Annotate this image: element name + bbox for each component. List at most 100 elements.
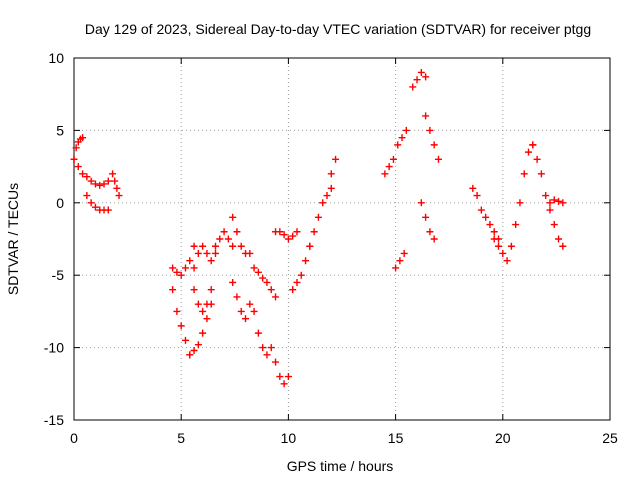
data-point — [216, 235, 224, 243]
data-point — [229, 213, 237, 221]
series-track-j — [212, 228, 237, 250]
data-point — [400, 249, 408, 257]
data-point — [381, 170, 389, 178]
data-point — [212, 242, 220, 250]
data-point — [417, 68, 425, 76]
data-point — [319, 199, 327, 207]
ticks — [73, 57, 611, 421]
series-track-z — [490, 141, 537, 265]
data-point — [267, 286, 275, 294]
data-point — [194, 300, 202, 308]
data-point — [394, 141, 402, 149]
series-track-aa — [529, 141, 567, 250]
data-point — [289, 286, 297, 294]
data-point — [199, 307, 207, 315]
data-point — [276, 373, 284, 381]
data-point — [332, 155, 340, 163]
data-points — [70, 68, 567, 388]
data-point — [385, 163, 393, 171]
series-track-g — [186, 300, 215, 359]
y-axis-label: SDTVAR / TECUs — [5, 183, 21, 295]
data-point — [96, 181, 104, 189]
data-point — [512, 221, 520, 229]
data-point — [104, 177, 112, 185]
data-point — [100, 180, 108, 188]
x-tick-label: 0 — [70, 430, 78, 446]
data-point — [233, 293, 241, 301]
data-point — [280, 380, 288, 388]
data-point — [181, 264, 189, 272]
series-track-ab — [546, 196, 567, 207]
series-track-a — [70, 134, 87, 163]
data-point — [482, 213, 490, 221]
data-point — [280, 231, 288, 239]
series-track-n — [250, 264, 280, 301]
data-point — [284, 373, 292, 381]
data-point — [422, 112, 430, 120]
data-point — [263, 351, 271, 359]
data-point — [194, 341, 202, 349]
data-point — [194, 249, 202, 257]
series-track-p — [272, 228, 301, 243]
series-track-i — [190, 242, 220, 272]
data-point — [74, 163, 82, 171]
series-track-u — [392, 249, 408, 272]
y-tick-label: -15 — [44, 412, 64, 428]
data-point — [250, 307, 258, 315]
y-tick-label: -10 — [44, 340, 64, 356]
data-point — [111, 177, 119, 185]
data-point — [396, 257, 404, 265]
x-tick-label: 20 — [495, 430, 511, 446]
data-point — [109, 170, 117, 178]
data-point — [417, 199, 425, 207]
data-point — [533, 155, 541, 163]
data-point — [559, 199, 567, 207]
data-point — [190, 242, 198, 250]
data-point — [310, 228, 318, 236]
data-point — [546, 199, 554, 207]
data-point — [272, 358, 280, 366]
data-point — [242, 315, 250, 323]
data-point — [229, 278, 237, 286]
data-point — [212, 249, 220, 257]
data-point — [199, 329, 207, 337]
x-tick-label: 15 — [388, 430, 404, 446]
data-point — [254, 329, 262, 337]
series-track-x — [417, 199, 438, 243]
data-point — [113, 184, 121, 192]
data-point — [207, 257, 215, 265]
data-point — [220, 228, 228, 236]
data-point — [392, 264, 400, 272]
data-point — [79, 134, 87, 142]
data-point — [542, 192, 550, 200]
data-point — [246, 300, 254, 308]
data-point — [389, 155, 397, 163]
series-track-l — [229, 278, 254, 323]
series-track-v — [409, 68, 430, 91]
data-point — [293, 278, 301, 286]
data-point — [70, 155, 78, 163]
data-point — [499, 249, 507, 257]
x-tick-label: 25 — [602, 430, 618, 446]
data-point — [259, 274, 267, 282]
data-point — [203, 315, 211, 323]
y-tick-label: 5 — [56, 122, 64, 138]
y-tick-label: 10 — [48, 50, 64, 66]
data-point — [177, 322, 185, 330]
series-track-w — [422, 112, 442, 163]
data-point — [79, 170, 87, 178]
data-point — [473, 192, 481, 200]
data-point — [190, 264, 198, 272]
data-point — [520, 170, 528, 178]
data-point — [259, 344, 267, 352]
data-point — [203, 300, 211, 308]
data-point — [302, 257, 310, 265]
y-tick-labels: -15 -10 -5 0 5 10 — [44, 50, 64, 428]
data-point — [207, 286, 215, 294]
data-point — [289, 232, 297, 240]
series-track-m — [250, 307, 271, 359]
x-tick-label: 5 — [177, 430, 185, 446]
data-point — [323, 192, 331, 200]
data-point — [426, 126, 434, 134]
